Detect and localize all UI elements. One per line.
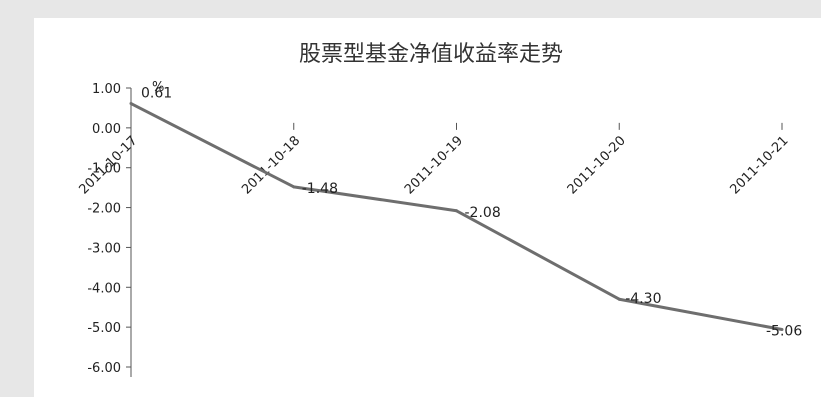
labels-group: 0.61 -1.48 -2.08 -4.30 -5.06 [141, 86, 802, 340]
line-chart: 股票型基金净值收益率走势 % 1.00 0.00 -1.00 -2.00 -3.00 -4… [77, 42, 802, 377]
x-category-label: 2011-10-20 [565, 133, 629, 197]
y-tick-label: -5.00 [87, 321, 121, 336]
y-tick-label: -4.00 [87, 281, 121, 296]
data-point [617, 297, 621, 301]
data-point [129, 102, 133, 106]
y-tick-label: 0.00 [92, 122, 121, 137]
data-point [455, 209, 458, 213]
y-tick-label: -2.00 [87, 202, 121, 217]
x-category-label: 2011-10-19 [402, 133, 466, 197]
data-label: -4.30 [625, 291, 661, 307]
data-label: -5.06 [766, 324, 802, 340]
chart-panel: 股票型基金净值收益率走势 % 1.00 0.00 -1.00 -2.00 -3.00 -4… [34, 18, 821, 397]
data-label: -1.48 [302, 181, 338, 197]
axes: 1.00 0.00 -1.00 -2.00 -3.00 -4.00 -5.00 -6.00 20… [77, 82, 792, 377]
data-point [292, 185, 296, 189]
data-label: -2.08 [465, 205, 501, 221]
y-tick-label: -1.00 [87, 162, 121, 177]
y-tick-label: -3.00 [87, 241, 121, 256]
data-point [780, 328, 784, 332]
series-group [129, 102, 784, 332]
data-label: 0.61 [141, 86, 172, 102]
x-category-label: 2011-10-21 [728, 133, 792, 197]
y-axis-unit: % [152, 80, 164, 95]
chart-title: 股票型基金净值收益率走势 [299, 42, 563, 67]
y-tick-label: -6.00 [87, 361, 121, 376]
y-tick-label: 1.00 [92, 82, 121, 97]
